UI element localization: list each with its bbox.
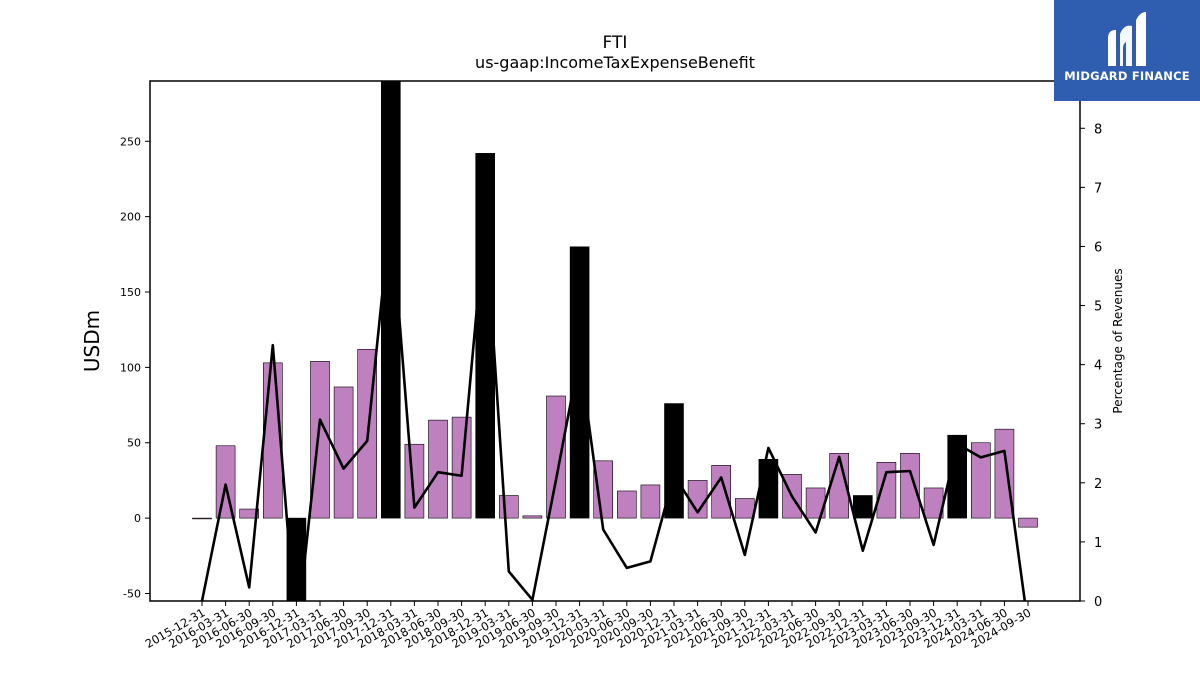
bar-2021-12-31 <box>758 459 779 519</box>
plot-frame <box>149 80 1081 602</box>
y-tick-label: 100 <box>120 361 141 374</box>
y-tick-label: -50 <box>123 587 141 600</box>
bar-2019-06-30 <box>522 515 543 519</box>
bar-2019-09-30 <box>546 395 566 519</box>
bar-2024-09-30 <box>1018 517 1038 528</box>
y2-tick-label: 0 <box>1094 595 1102 610</box>
bar-2016-03-31 <box>215 445 236 519</box>
y2-tick-label: 7 <box>1094 181 1102 196</box>
plot-area: -500501001502002500123456782015-12-31201… <box>120 80 1102 651</box>
chart-title: FTI <box>603 33 628 53</box>
bar-2017-03-31 <box>310 361 330 519</box>
bar-2020-09-30 <box>640 484 661 519</box>
bar-2024-03-31 <box>970 442 991 519</box>
plot-marks <box>192 81 1038 601</box>
y2-tick-label: 8 <box>1094 122 1102 137</box>
y-tick-label: 150 <box>120 286 141 299</box>
bar-2018-06-30 <box>428 419 448 519</box>
bar-2021-06-30 <box>711 465 732 519</box>
y2-tick-label: 4 <box>1094 359 1102 374</box>
bar-2023-12-31 <box>947 434 968 519</box>
bar-2016-06-30 <box>239 508 259 519</box>
y-axis-label: USDm <box>80 310 104 372</box>
y2-tick-label: 5 <box>1094 300 1102 315</box>
logo-text: MIDGARD FINANCE <box>1064 69 1190 83</box>
y2-tick-label: 1 <box>1094 536 1102 551</box>
bar-2017-06-30 <box>333 386 354 519</box>
y2-tick-label: 3 <box>1094 418 1102 433</box>
y2-tick-label: 2 <box>1094 477 1102 492</box>
bar-2023-06-30 <box>900 452 920 519</box>
y-tick-label: 50 <box>127 437 141 450</box>
bar-2018-12-31 <box>475 153 496 519</box>
y2-tick-label: 6 <box>1094 240 1102 255</box>
y2-axis-label: Percentage of Revenues <box>1111 268 1125 413</box>
bar-2020-06-30 <box>616 490 637 519</box>
midgard-logo-mark-icon <box>1108 12 1146 66</box>
bar-2023-03-31 <box>876 462 897 519</box>
chart-subtitle: us-gaap:IncomeTaxExpenseBenefit <box>475 53 755 72</box>
y-tick-label: 0 <box>134 512 141 525</box>
bar-2021-09-30 <box>734 498 755 519</box>
y-tick-label: 200 <box>120 211 141 224</box>
percentage-line <box>200 209 1027 601</box>
bar-2015-12-31 <box>192 517 212 520</box>
bar-2022-12-31 <box>852 495 873 519</box>
bar-2019-03-31 <box>498 495 519 519</box>
midgard-finance-logo: MIDGARD FINANCE <box>1054 0 1200 101</box>
bar-2019-12-31 <box>569 246 590 519</box>
y-tick-label: 250 <box>120 135 141 148</box>
